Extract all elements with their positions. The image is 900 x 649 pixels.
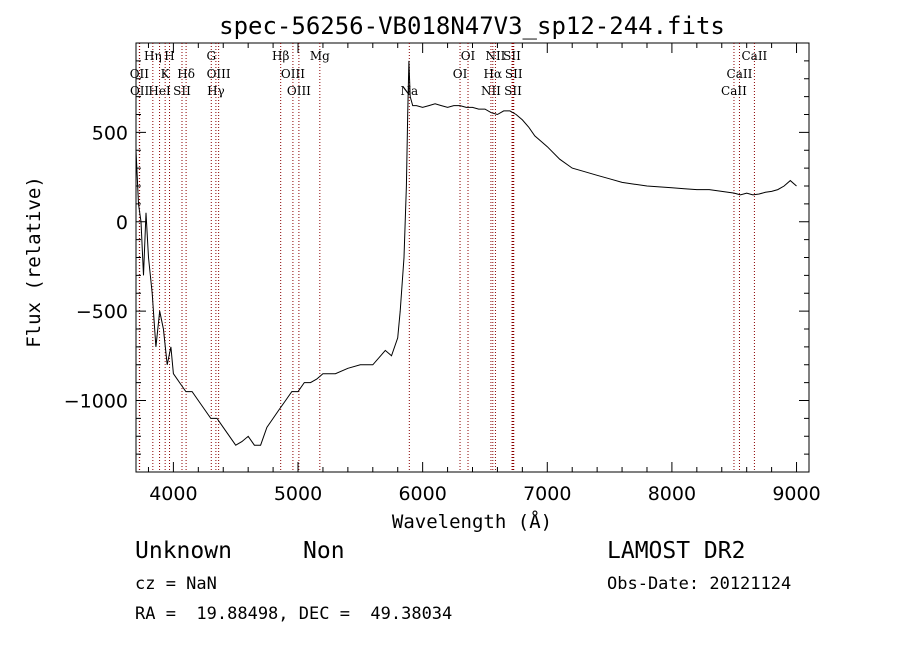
spectrum-series-line xyxy=(135,60,797,446)
y-axis-title: Flux (relative) xyxy=(23,176,45,348)
spectral-line-label: Mg xyxy=(310,49,330,63)
spectral-line-label: SII xyxy=(505,67,523,81)
spectral-line-label: OIII xyxy=(207,67,231,81)
spectral-line-label: Hβ xyxy=(272,49,289,63)
spectral-line-label: NII xyxy=(481,84,501,98)
spectral-line-label: Hγ xyxy=(207,84,225,98)
spectral-line-label: Hδ xyxy=(177,67,195,81)
spectral-line-label: Hη xyxy=(144,49,162,63)
spectral-line-label: OIII xyxy=(287,84,311,98)
x-tick-label: 4000 xyxy=(149,483,197,505)
y-tick-label: −500 xyxy=(76,301,128,323)
spectral-line-label: CaII xyxy=(741,49,767,63)
spectral-line-label: SII xyxy=(504,84,522,98)
chart-title: spec-56256-VB018N47V3_sp12-244.fits xyxy=(219,12,725,40)
x-tick-label: 6000 xyxy=(398,483,446,505)
x-tick-label: 5000 xyxy=(274,483,322,505)
y-tick-label: 500 xyxy=(92,122,128,144)
class-label: Unknown xyxy=(135,538,232,564)
x-tick-label: 8000 xyxy=(648,483,696,505)
spectral-line-label: SII xyxy=(173,84,191,98)
obs-date: Obs-Date: 20121124 xyxy=(607,574,792,594)
spectral-line-label: OII xyxy=(130,67,150,81)
spectral-line-label: OI xyxy=(453,67,468,81)
spectral-line-label: SII xyxy=(503,49,521,63)
spectral-line-label: Hα xyxy=(484,67,503,81)
spectral-line-label: G xyxy=(206,49,216,63)
x-axis-title: Wavelength (Å) xyxy=(392,510,552,533)
spectral-line-label: K xyxy=(161,67,171,81)
spectral-line-label: CaII xyxy=(721,84,747,98)
spectral-line-label: HeI xyxy=(148,84,171,98)
cz-value: cz = NaN xyxy=(135,574,217,594)
spectral-line-labels: OII OII Hη HK HeI Hδ SII G OIII Hγ Hβ OIII OIII Mg Na O… xyxy=(130,49,768,98)
x-axis-ticks: 4000 5000 6000 7000 8000 9000 xyxy=(147,43,821,505)
spectral-line-label: CaII xyxy=(727,67,753,81)
x-tick-label: 7000 xyxy=(523,483,571,505)
subclass-label: Non xyxy=(303,538,345,564)
survey-label: LAMOST DR2 xyxy=(607,538,746,564)
y-axis-ticks: −1000 −500 0 500 xyxy=(64,42,809,473)
spectral-line-label: H xyxy=(164,49,174,63)
coordinates: RA = 19.88498, DEC = 49.38034 xyxy=(135,604,453,624)
y-tick-label: −1000 xyxy=(64,391,128,413)
spectral-line-label: OI xyxy=(461,49,476,63)
y-tick-label: 0 xyxy=(116,212,128,234)
spectral-line-label: Na xyxy=(400,84,418,98)
spectral-line-label: OII xyxy=(130,84,150,98)
spectral-line-label: NII xyxy=(485,49,505,63)
spectral-line-label: OIII xyxy=(281,67,305,81)
x-tick-label: 9000 xyxy=(772,483,820,505)
